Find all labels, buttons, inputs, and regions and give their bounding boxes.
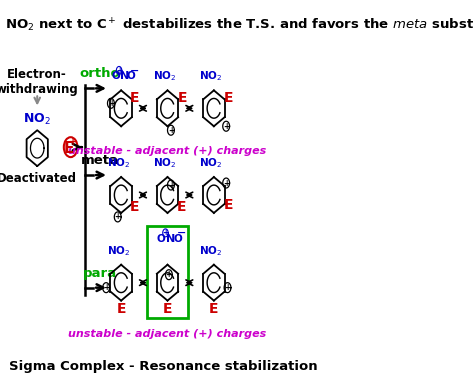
Text: E: E [178,91,187,105]
Text: NO$_2$: NO$_2$ [153,156,176,170]
Text: E: E [224,198,234,212]
Text: O: O [111,71,120,81]
Text: unstable - adjacent (+) charges: unstable - adjacent (+) charges [68,328,267,339]
Text: E: E [163,301,172,316]
Text: +: + [166,270,172,279]
Text: +: + [223,122,229,131]
Text: NO$_2$: NO$_2$ [200,244,223,258]
Text: E: E [64,141,74,156]
Text: meta: meta [81,154,119,167]
Text: +: + [103,283,109,292]
Text: −: − [130,65,139,75]
Text: +: + [108,99,114,108]
Text: N: N [120,71,129,81]
Text: NO$_2$: NO$_2$ [23,112,51,127]
Text: E: E [130,91,139,105]
Text: O: O [173,234,182,244]
FancyBboxPatch shape [147,226,188,318]
Text: Electron-
withdrawing: Electron- withdrawing [0,68,79,96]
Text: NO$_2$ next to C$^+$ destabilizes the T.S. and favors the $\it{meta}$ substituio: NO$_2$ next to C$^+$ destabilizes the T.… [5,17,474,34]
Text: E: E [117,301,126,316]
Text: NO$_2$: NO$_2$ [153,70,176,83]
Text: +: + [162,228,169,237]
Text: N: N [166,234,175,244]
Text: unstable - adjacent (+) charges: unstable - adjacent (+) charges [68,146,267,156]
Text: NO$_2$: NO$_2$ [107,156,130,170]
Text: Deactivated: Deactivated [0,172,77,185]
Text: O: O [156,234,165,244]
Text: NO$_2$: NO$_2$ [200,156,223,170]
Text: E: E [130,200,139,214]
Text: +: + [224,283,231,292]
Text: E: E [224,91,234,105]
Text: ortho: ortho [80,68,120,80]
Text: −: − [177,228,186,238]
Text: +: + [116,66,122,75]
Text: +: + [168,180,174,190]
Text: para: para [83,266,117,280]
Text: NO$_2$: NO$_2$ [107,244,130,258]
Text: +: + [223,179,229,187]
Text: NO$_2$: NO$_2$ [200,70,223,83]
Text: E: E [176,200,186,214]
Text: Sigma Complex - Resonance stabilization: Sigma Complex - Resonance stabilization [9,360,318,373]
Text: O: O [127,71,136,81]
Text: E: E [209,301,219,316]
Text: +: + [168,126,174,135]
Text: +: + [69,137,77,147]
Text: +: + [115,212,121,222]
